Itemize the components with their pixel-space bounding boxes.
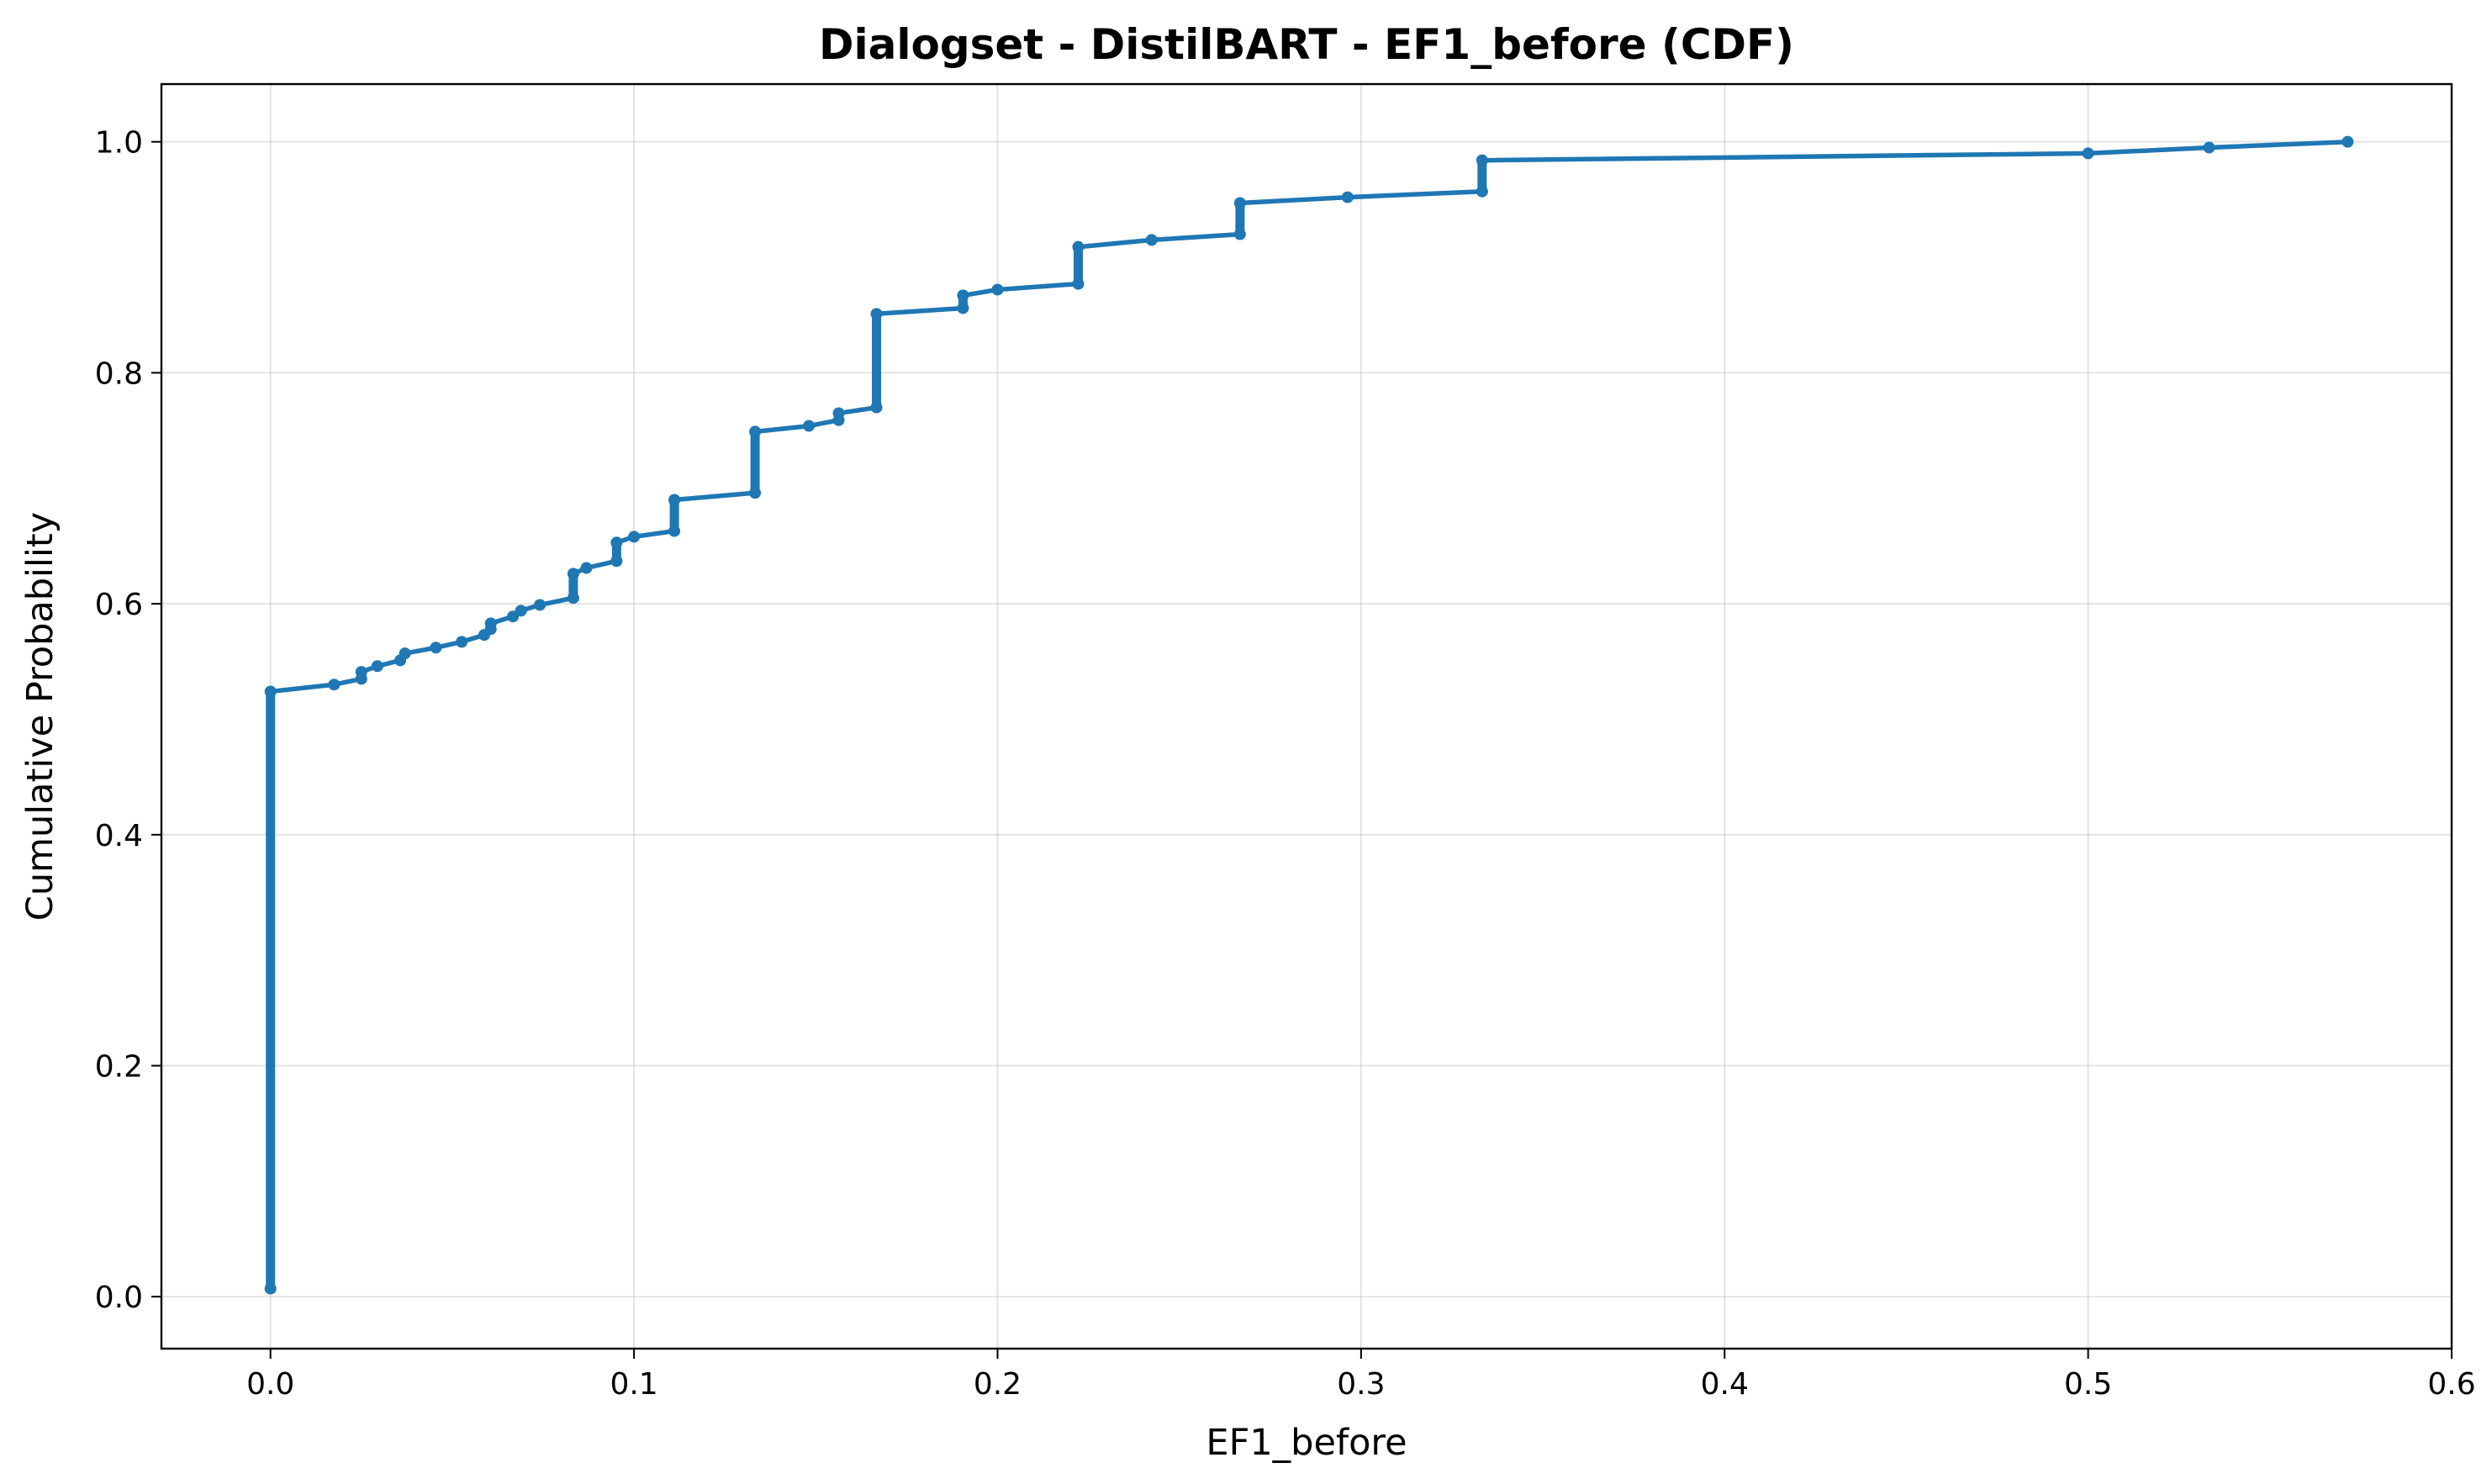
x-tick-label: 0.6	[2427, 1367, 2475, 1402]
data-point	[957, 289, 969, 302]
y-tick-label: 0.2	[95, 1049, 143, 1084]
x-tick-label: 0.2	[974, 1367, 1022, 1402]
x-tick-label: 0.3	[1337, 1367, 1385, 1402]
data-point	[1233, 228, 1246, 240]
y-tick-label: 0.8	[95, 356, 143, 391]
data-point	[1476, 154, 1488, 166]
plot-frame	[160, 82, 2453, 1350]
y-tick-label: 0.6	[95, 588, 143, 622]
y-tick-label: 0.4	[95, 819, 143, 853]
data-point	[484, 617, 497, 630]
data-point	[1072, 277, 1085, 290]
x-tick-label: 0.0	[246, 1367, 294, 1402]
data-point	[1145, 234, 1158, 246]
data-point	[580, 562, 593, 574]
data-point	[991, 283, 1004, 296]
data-point	[803, 420, 816, 432]
chart-title: Dialogset - DistilBART - EF1_before (CDF…	[819, 20, 1794, 69]
data-point	[328, 679, 341, 691]
data-point	[870, 401, 883, 414]
data-point	[610, 536, 623, 549]
x-tick-label: 0.5	[2064, 1367, 2112, 1402]
data-point	[957, 302, 969, 314]
data-point	[2342, 135, 2354, 148]
y-axis-ticks: 0.0 0.2 0.4 0.6 0.8 1.0	[95, 126, 161, 1315]
data-point	[1072, 240, 1085, 253]
data-point	[264, 685, 277, 698]
data-point	[1233, 197, 1246, 209]
data-point	[1341, 191, 1354, 203]
data-point	[610, 555, 623, 568]
data-point	[832, 407, 845, 420]
data-point	[668, 525, 681, 537]
data-point	[264, 1282, 277, 1295]
data-point	[456, 636, 468, 648]
data-point	[2082, 147, 2094, 160]
data-point	[749, 425, 762, 438]
data-point	[515, 605, 527, 617]
data-point	[628, 531, 641, 543]
data-point	[534, 599, 546, 611]
data-point	[2203, 141, 2215, 154]
data-point	[399, 647, 411, 660]
data-series	[264, 135, 2354, 1295]
data-point	[430, 642, 442, 654]
data-point	[668, 494, 681, 506]
data-point	[749, 487, 762, 499]
data-point	[567, 592, 579, 605]
x-tick-label: 0.1	[610, 1367, 657, 1402]
y-axis-label: Cumulative Probability	[19, 512, 61, 921]
data-point	[1476, 185, 1488, 198]
data-point	[567, 568, 579, 580]
data-point	[371, 660, 383, 673]
y-tick-label: 1.0	[95, 126, 143, 161]
y-tick-label: 0.0	[95, 1281, 143, 1315]
x-tick-label: 0.4	[1701, 1367, 1749, 1402]
data-point	[355, 666, 367, 679]
x-axis-ticks: 0.0 0.1 0.2 0.3 0.4 0.5 0.6	[246, 1349, 2476, 1402]
data-point	[870, 308, 883, 320]
x-axis-label: EF1_before	[1206, 1422, 1407, 1464]
